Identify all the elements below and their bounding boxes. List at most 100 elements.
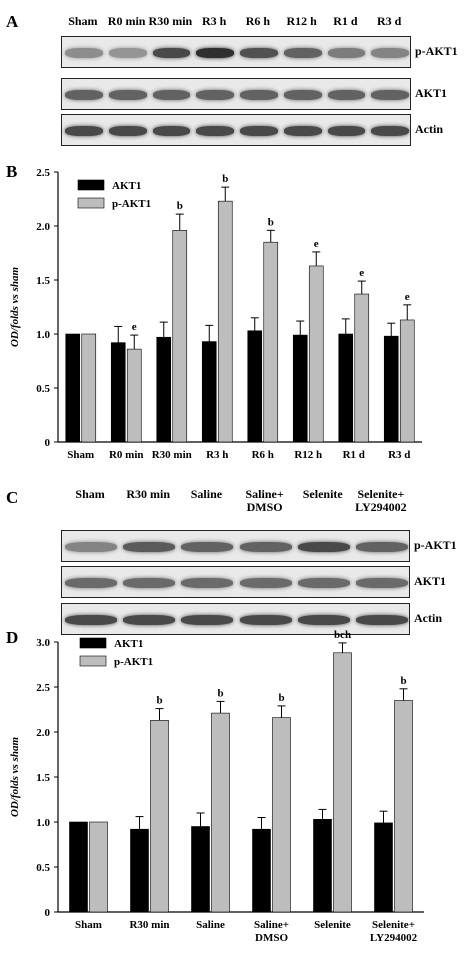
blot-row-label-actin: Actin xyxy=(415,122,443,136)
band xyxy=(65,48,103,58)
significance-label: b xyxy=(268,216,274,228)
y-tick-label: 0 xyxy=(45,437,51,449)
band xyxy=(108,48,147,58)
band xyxy=(181,615,234,625)
significance-label: b xyxy=(156,695,162,707)
bar-chart-b: 0 0.5 1.0 1.5 2.0 2.5 OD/folds vs sham Sham e R0 … xyxy=(9,167,422,461)
bar-p-akt1 xyxy=(150,720,169,913)
significance-label: e xyxy=(359,267,364,279)
bar-akt1 xyxy=(156,336,172,443)
blot-strip-p-akt1 xyxy=(61,36,411,68)
band xyxy=(123,578,176,588)
significance-label: b xyxy=(400,675,406,687)
blot-column-label: R30 min xyxy=(126,487,171,501)
blot-column-label: R3 h xyxy=(201,14,227,28)
blot-strip-actin xyxy=(61,603,410,635)
y-tick-label: 1.0 xyxy=(36,817,50,829)
significance-label: e xyxy=(132,321,137,333)
x-tick-label: Saline+ DMSO xyxy=(254,919,289,944)
band xyxy=(152,48,191,58)
significance-label: b xyxy=(278,692,284,704)
band xyxy=(65,615,118,625)
band xyxy=(240,48,278,58)
blot-strip-actin xyxy=(61,114,411,146)
legend-label-akt1: AKT1 xyxy=(114,638,143,650)
legend-swatch-p-akt1 xyxy=(77,197,105,209)
blot-column-label: Saline xyxy=(190,487,223,501)
band xyxy=(65,578,118,588)
bar-akt1 xyxy=(313,819,332,913)
x-tick-label: Sham xyxy=(75,919,102,931)
significance-label: b xyxy=(222,173,228,185)
blot-row-label-actin: Actin xyxy=(414,611,442,625)
band xyxy=(283,90,322,100)
significance-label: b xyxy=(217,687,223,699)
x-tick-label: R30 min xyxy=(129,919,169,931)
bar-p-akt1 xyxy=(81,333,97,443)
band xyxy=(108,90,147,100)
band xyxy=(239,578,292,588)
blot-strip-p-akt1 xyxy=(61,530,410,562)
band xyxy=(371,126,409,136)
blot-row-label-akt1: AKT1 xyxy=(414,574,447,588)
y-tick-label: 3.0 xyxy=(36,637,50,649)
bar-p-akt1 xyxy=(172,230,188,443)
x-tick-label: Selenite+ LY294002 xyxy=(370,919,418,944)
band xyxy=(65,126,103,136)
band xyxy=(371,90,409,100)
significance-label: e xyxy=(405,291,410,303)
bar-akt1 xyxy=(252,828,271,913)
y-axis-label: OD/folds vs sham xyxy=(9,737,21,818)
bar-p-akt1 xyxy=(89,821,108,913)
x-tick-label: R6 h xyxy=(252,449,274,461)
bar-p-akt1 xyxy=(272,717,291,913)
band xyxy=(283,126,322,136)
y-tick-label: 1.5 xyxy=(36,275,50,287)
significance-label: e xyxy=(314,238,319,250)
x-tick-label: R3 h xyxy=(206,449,228,461)
band xyxy=(327,126,366,136)
blot-row-label-akt1: AKT1 xyxy=(415,86,448,100)
bar-akt1 xyxy=(110,342,126,443)
band xyxy=(123,542,176,552)
bar-akt1 xyxy=(130,828,149,913)
blot-column-label: Selenite xyxy=(302,487,343,501)
panel-letter-c: C xyxy=(6,488,19,507)
band xyxy=(240,126,278,136)
band xyxy=(283,48,322,58)
band xyxy=(355,542,408,552)
blot-column-label: R3 d xyxy=(376,14,402,28)
blot-row-label-p-akt1: p-AKT1 xyxy=(414,538,457,552)
bar-akt1 xyxy=(191,826,210,913)
bar-akt1 xyxy=(247,330,263,443)
band xyxy=(196,90,234,100)
significance-label: b xyxy=(177,200,183,212)
band xyxy=(152,126,191,136)
y-tick-label: 0.5 xyxy=(36,383,50,395)
panel-letter-d: D xyxy=(6,628,19,647)
bar-p-akt1 xyxy=(333,652,352,913)
band xyxy=(297,615,350,625)
y-tick-label: 1.0 xyxy=(36,329,50,341)
x-tick-label: R0 min xyxy=(109,449,144,461)
y-tick-label: 2.5 xyxy=(36,682,50,694)
x-tick-label: Selenite xyxy=(314,919,351,931)
y-tick-label: 2.0 xyxy=(36,727,50,739)
legend-swatch-akt1 xyxy=(79,637,107,649)
legend-label-akt1: AKT1 xyxy=(112,180,141,192)
x-tick-label: R1 d xyxy=(343,449,365,461)
bar-p-akt1 xyxy=(354,293,370,443)
band xyxy=(181,578,234,588)
blot-row-label-p-akt1: p-AKT1 xyxy=(415,44,458,58)
blot-column-label: Saline+ DMSO xyxy=(245,487,284,514)
band xyxy=(65,542,118,552)
band xyxy=(123,615,176,625)
y-tick-label: 1.5 xyxy=(36,772,50,784)
band xyxy=(297,578,350,588)
band xyxy=(239,542,292,552)
y-axis-label: OD/folds vs sham xyxy=(9,267,21,348)
blot-column-label: Selenite+ LY294002 xyxy=(355,487,407,514)
blot-column-label: R6 h xyxy=(245,14,271,28)
bar-p-akt1 xyxy=(263,241,279,443)
legend-label-p-akt1: p-AKT1 xyxy=(112,198,151,210)
